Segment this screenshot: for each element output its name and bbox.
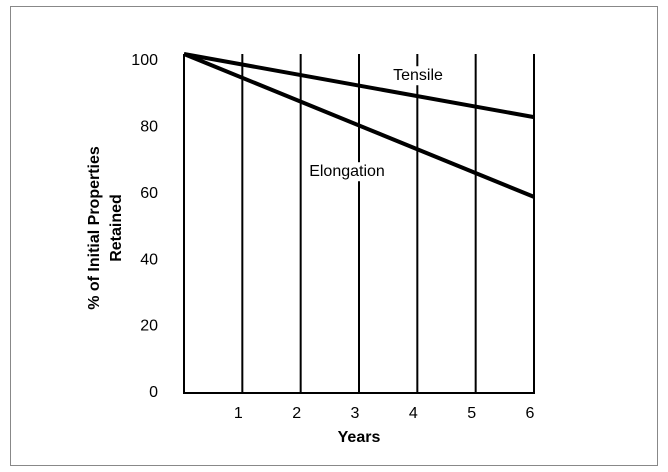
y-axis-label: Retained xyxy=(108,194,125,262)
x-tick-label: 3 xyxy=(351,405,360,422)
x-tick-label: 6 xyxy=(526,405,535,422)
series-label: Tensile xyxy=(393,67,443,84)
y-tick-label: 80 xyxy=(140,118,158,135)
y-tick-label: 20 xyxy=(140,318,158,335)
y-tick-label: 40 xyxy=(140,251,158,268)
y-tick-label: 0 xyxy=(149,384,158,401)
x-tick-label: 5 xyxy=(467,405,476,422)
y-tick-label: 60 xyxy=(140,185,158,202)
series-line xyxy=(183,52,535,199)
x-tick-label: 4 xyxy=(409,405,418,422)
label-background xyxy=(391,66,445,86)
x-tick-label: 1 xyxy=(234,405,243,422)
series-line xyxy=(183,52,535,120)
label-background xyxy=(307,162,387,182)
x-tick-label: 2 xyxy=(292,405,301,422)
y-axis-label: % of Initial Properties xyxy=(86,146,103,310)
y-tick-label: 100 xyxy=(131,52,158,69)
series-label: Elongation xyxy=(309,163,385,180)
frame xyxy=(10,6,658,466)
x-axis-label: Years xyxy=(338,429,381,446)
